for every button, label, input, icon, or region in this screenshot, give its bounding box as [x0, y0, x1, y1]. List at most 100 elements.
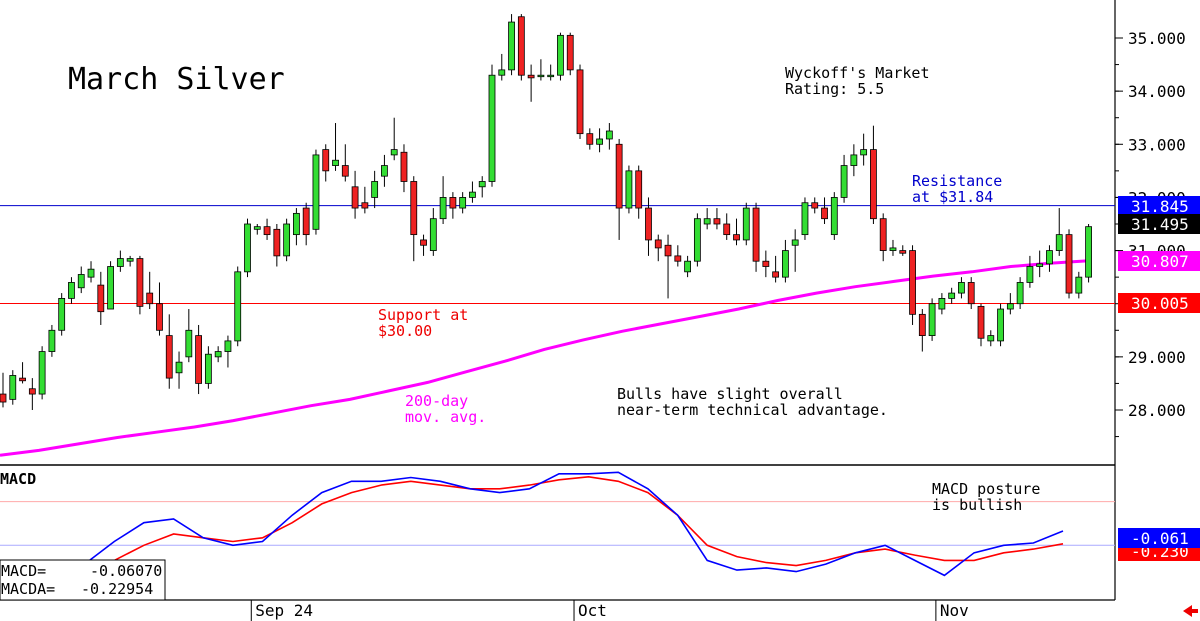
candle-body: [742, 207, 750, 241]
candle-48: [469, 181, 476, 203]
candle-80: [782, 239, 789, 283]
candle-body: [684, 260, 691, 273]
price-tick-label-5: 28.000: [1128, 401, 1186, 420]
candle-body: [97, 284, 105, 313]
candle-9: [87, 261, 95, 283]
candle-body: [547, 74, 555, 78]
candle-body: [830, 197, 838, 236]
candle-body: [214, 351, 222, 358]
candle-body: [811, 202, 819, 209]
candle-body: [361, 202, 369, 209]
candle-11: [107, 261, 114, 310]
candle-body: [341, 165, 349, 177]
candle-34: [332, 123, 339, 171]
candle-73: [713, 208, 721, 230]
candle-35: [341, 144, 349, 182]
candle-6: [58, 293, 66, 336]
macd-readout-value: -0.06070: [90, 562, 162, 580]
candle-22: [214, 346, 222, 363]
candle-body: [821, 207, 828, 220]
candle-19: [185, 309, 193, 363]
candle-66: [645, 197, 652, 256]
candle-68: [664, 234, 672, 299]
candle-75: [733, 218, 740, 246]
candle-body: [28, 388, 36, 395]
candle-45: [439, 176, 447, 224]
candle-28: [273, 224, 281, 267]
candle-27: [263, 218, 271, 240]
price-tick-label-4: 29.000: [1128, 348, 1186, 367]
candle-17: [165, 314, 173, 389]
candle-106: [1036, 250, 1044, 278]
candle-body: [439, 197, 447, 220]
horizontal-lines: [0, 205, 1115, 304]
candlestick-series: [0, 14, 1092, 410]
candle-63: [615, 138, 623, 240]
candle-body: [958, 282, 965, 294]
frame: [0, 0, 1116, 601]
candle-body: [870, 149, 877, 220]
rating-line-2: Rating: 5.5: [785, 80, 884, 98]
candle-107: [1046, 245, 1053, 272]
macd-panel: -0.230-0.061: [0, 471, 1200, 595]
price-tick-label-2: 33.000: [1128, 135, 1186, 154]
price-label-bg-2: [1118, 251, 1200, 271]
candle-body: [146, 292, 154, 305]
candle-58: [566, 32, 574, 76]
price-label-bg-3: [1118, 293, 1200, 313]
candle-body: [576, 69, 584, 135]
price-label-1: 31.495: [1131, 215, 1189, 234]
candle-61: [596, 128, 603, 153]
scroll-left-arrow-icon[interactable]: [1183, 605, 1198, 617]
candle-87: [850, 144, 858, 177]
candle-body: [488, 74, 496, 182]
support-label-2: $30.00: [378, 322, 432, 340]
candle-body: [87, 268, 95, 278]
candle-body: [292, 212, 300, 236]
candle-body: [175, 361, 183, 374]
candle-body: [253, 226, 261, 230]
candle-body: [928, 303, 936, 337]
candle-90: [879, 213, 887, 262]
support-label-1: Support at: [378, 306, 468, 324]
price-label-3: 30.005: [1131, 294, 1189, 313]
candle-body: [1055, 234, 1063, 251]
candle-109: [1065, 229, 1073, 299]
candle-100: [977, 303, 985, 347]
candle-101: [987, 330, 995, 347]
macd-label-0: -0.061: [1131, 529, 1189, 548]
candle-body: [371, 181, 379, 198]
candle-body: [498, 69, 506, 76]
candle-body: [566, 34, 574, 71]
bulls-text-2: near-term technical advantage.: [617, 401, 888, 419]
candle-1: [9, 370, 17, 405]
candle-body: [948, 292, 956, 299]
candle-105: [1026, 255, 1034, 288]
candle-body: [977, 305, 985, 339]
price-label-bg-1: [1118, 214, 1200, 234]
candle-76: [742, 202, 750, 246]
candle-82: [801, 197, 809, 240]
candle-102: [997, 303, 1004, 347]
candle-98: [958, 277, 965, 299]
candle-62: [605, 123, 613, 150]
candle-59: [576, 64, 584, 139]
candle-54: [527, 64, 535, 102]
candle-20: [195, 324, 203, 395]
candle-body: [68, 282, 75, 299]
candle-0: [0, 372, 7, 408]
candle-body: [693, 218, 701, 262]
candle-body: [596, 138, 603, 145]
candle-39: [381, 154, 388, 187]
candle-body: [586, 133, 594, 145]
candle-83: [811, 197, 819, 214]
price-label-2: 30.807: [1131, 252, 1189, 271]
candle-body: [156, 303, 163, 331]
candle-26: [253, 224, 261, 235]
ma-label-1: 200-day: [405, 392, 468, 410]
candle-body: [332, 159, 339, 166]
candle-body: [136, 258, 144, 307]
macd-readout-label: MACD=: [1, 562, 46, 580]
